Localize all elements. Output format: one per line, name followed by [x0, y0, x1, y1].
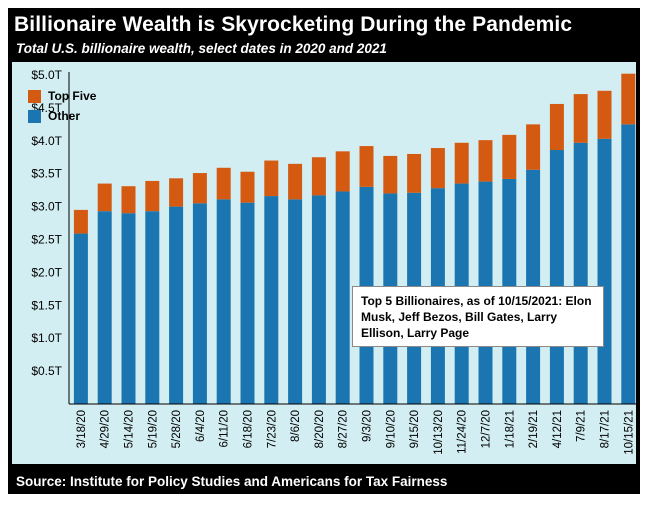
- x-tick-label: 8/6/20: [290, 410, 302, 442]
- bar-chart: $0.5T $1.0T $1.5T $2.0T $2.5T $3.0T $3.5T $4.0T…: [31, 68, 636, 455]
- x-tick-label: 4/12/21: [552, 410, 564, 448]
- bar-top-five: [288, 163, 303, 200]
- x-tick-label: 8/17/21: [600, 410, 612, 448]
- chart-frame: Billionaire Wealth is Skyrocketing Durin…: [8, 8, 640, 494]
- x-tick-label: 6/4/20: [195, 410, 207, 442]
- bar-other: [192, 203, 207, 404]
- legend-label-other: Other: [48, 109, 81, 123]
- bar-top-five: [97, 183, 112, 212]
- y-tick-label: $2.5T: [31, 233, 62, 247]
- bar-other: [97, 211, 112, 404]
- x-tick-label: 9/3/20: [362, 410, 374, 442]
- bar-top-five: [335, 151, 350, 192]
- bar-top-five: [478, 140, 493, 182]
- y-tick-label: $4.0T: [31, 134, 62, 148]
- bar-other: [73, 233, 88, 404]
- legend-item-top-five: Top Five: [28, 89, 96, 103]
- bar-other: [597, 138, 612, 404]
- bar-top-five: [573, 94, 588, 143]
- bar-top-five: [383, 155, 398, 194]
- bar-top-five: [454, 142, 469, 184]
- source-note: Source: Institute for Policy Studies and…: [16, 474, 448, 489]
- x-tick-label: 7/23/20: [266, 410, 278, 448]
- bar-top-five: [621, 73, 636, 125]
- x-tick-label: 8/27/20: [338, 410, 350, 448]
- bar-top-five: [240, 171, 255, 203]
- x-tick-label: 9/10/20: [385, 410, 397, 448]
- legend-swatch-other: [28, 109, 41, 123]
- bar-top-five: [169, 178, 184, 207]
- bar-top-five: [73, 209, 88, 234]
- x-tick-label: 7/9/21: [576, 410, 588, 442]
- bar-top-five: [502, 134, 517, 179]
- bar-other: [169, 206, 184, 404]
- x-tick-label: 5/19/20: [147, 410, 159, 448]
- annotation-box: Top 5 Billionaires, as of 10/15/2021: El…: [352, 286, 604, 347]
- y-tick-label: $2.0T: [31, 265, 62, 279]
- x-tick-label: 12/7/20: [481, 410, 493, 448]
- bar-top-five: [430, 148, 445, 189]
- bar-other: [311, 195, 326, 404]
- x-tick-label: 11/24/20: [457, 410, 469, 454]
- bar-other: [621, 124, 636, 404]
- bar-other: [240, 202, 255, 404]
- chart-header: Billionaire Wealth is Skyrocketing Durin…: [8, 8, 640, 60]
- bar-other: [549, 150, 564, 404]
- bar-top-five: [359, 146, 374, 187]
- x-tick-label: 2/19/21: [528, 410, 540, 448]
- bar-top-five: [216, 167, 231, 200]
- bar-other: [335, 191, 350, 404]
- x-tick-label: 3/18/20: [76, 410, 88, 448]
- bar-top-five: [145, 180, 160, 212]
- bar-top-five: [526, 124, 541, 170]
- x-tick-label: 10/13/20: [433, 410, 445, 455]
- y-tick-label: $3.5T: [31, 167, 62, 181]
- y-tick-label: $3.0T: [31, 200, 62, 214]
- bar-top-five: [549, 103, 564, 151]
- x-tick-label: 5/28/20: [171, 410, 183, 448]
- x-tick-label: 6/11/20: [219, 410, 231, 448]
- bar-other: [216, 199, 231, 404]
- y-tick-label: $1.0T: [31, 331, 62, 345]
- x-tick-label: 5/14/20: [124, 410, 136, 448]
- bar-top-five: [311, 157, 326, 196]
- y-tick-label: $5.0T: [31, 68, 62, 82]
- x-tick-label: 4/29/20: [100, 410, 112, 448]
- bar-other: [121, 213, 136, 404]
- chart-subtitle: Total U.S. billionaire wealth, select da…: [16, 41, 387, 56]
- legend-item-other: Other: [28, 109, 80, 123]
- bar-top-five: [407, 153, 422, 193]
- bar-top-five: [264, 160, 279, 197]
- bar-other: [573, 142, 588, 405]
- bar-top-five: [192, 173, 207, 204]
- legend-label-top-five: Top Five: [48, 89, 97, 103]
- y-tick-label: $0.5T: [31, 364, 62, 378]
- bar-other: [264, 196, 279, 404]
- chart-title: Billionaire Wealth is Skyrocketing Durin…: [14, 13, 573, 36]
- x-tick-label: 9/15/20: [409, 410, 421, 448]
- bar-top-five: [121, 186, 136, 214]
- y-tick-label: $1.5T: [31, 298, 62, 312]
- x-tick-label: 1/18/21: [504, 410, 516, 448]
- plot-area: $0.5T $1.0T $1.5T $2.0T $2.5T $3.0T $3.5T $4.0T…: [12, 62, 636, 464]
- x-tick-label: 6/18/20: [243, 410, 255, 448]
- x-tick-label: 10/15/21: [623, 410, 635, 455]
- bar-other: [288, 199, 303, 404]
- bar-top-five: [597, 90, 612, 139]
- x-tick-label: 8/20/20: [314, 410, 326, 448]
- bar-other: [145, 211, 160, 404]
- legend-swatch-top-five: [28, 89, 41, 103]
